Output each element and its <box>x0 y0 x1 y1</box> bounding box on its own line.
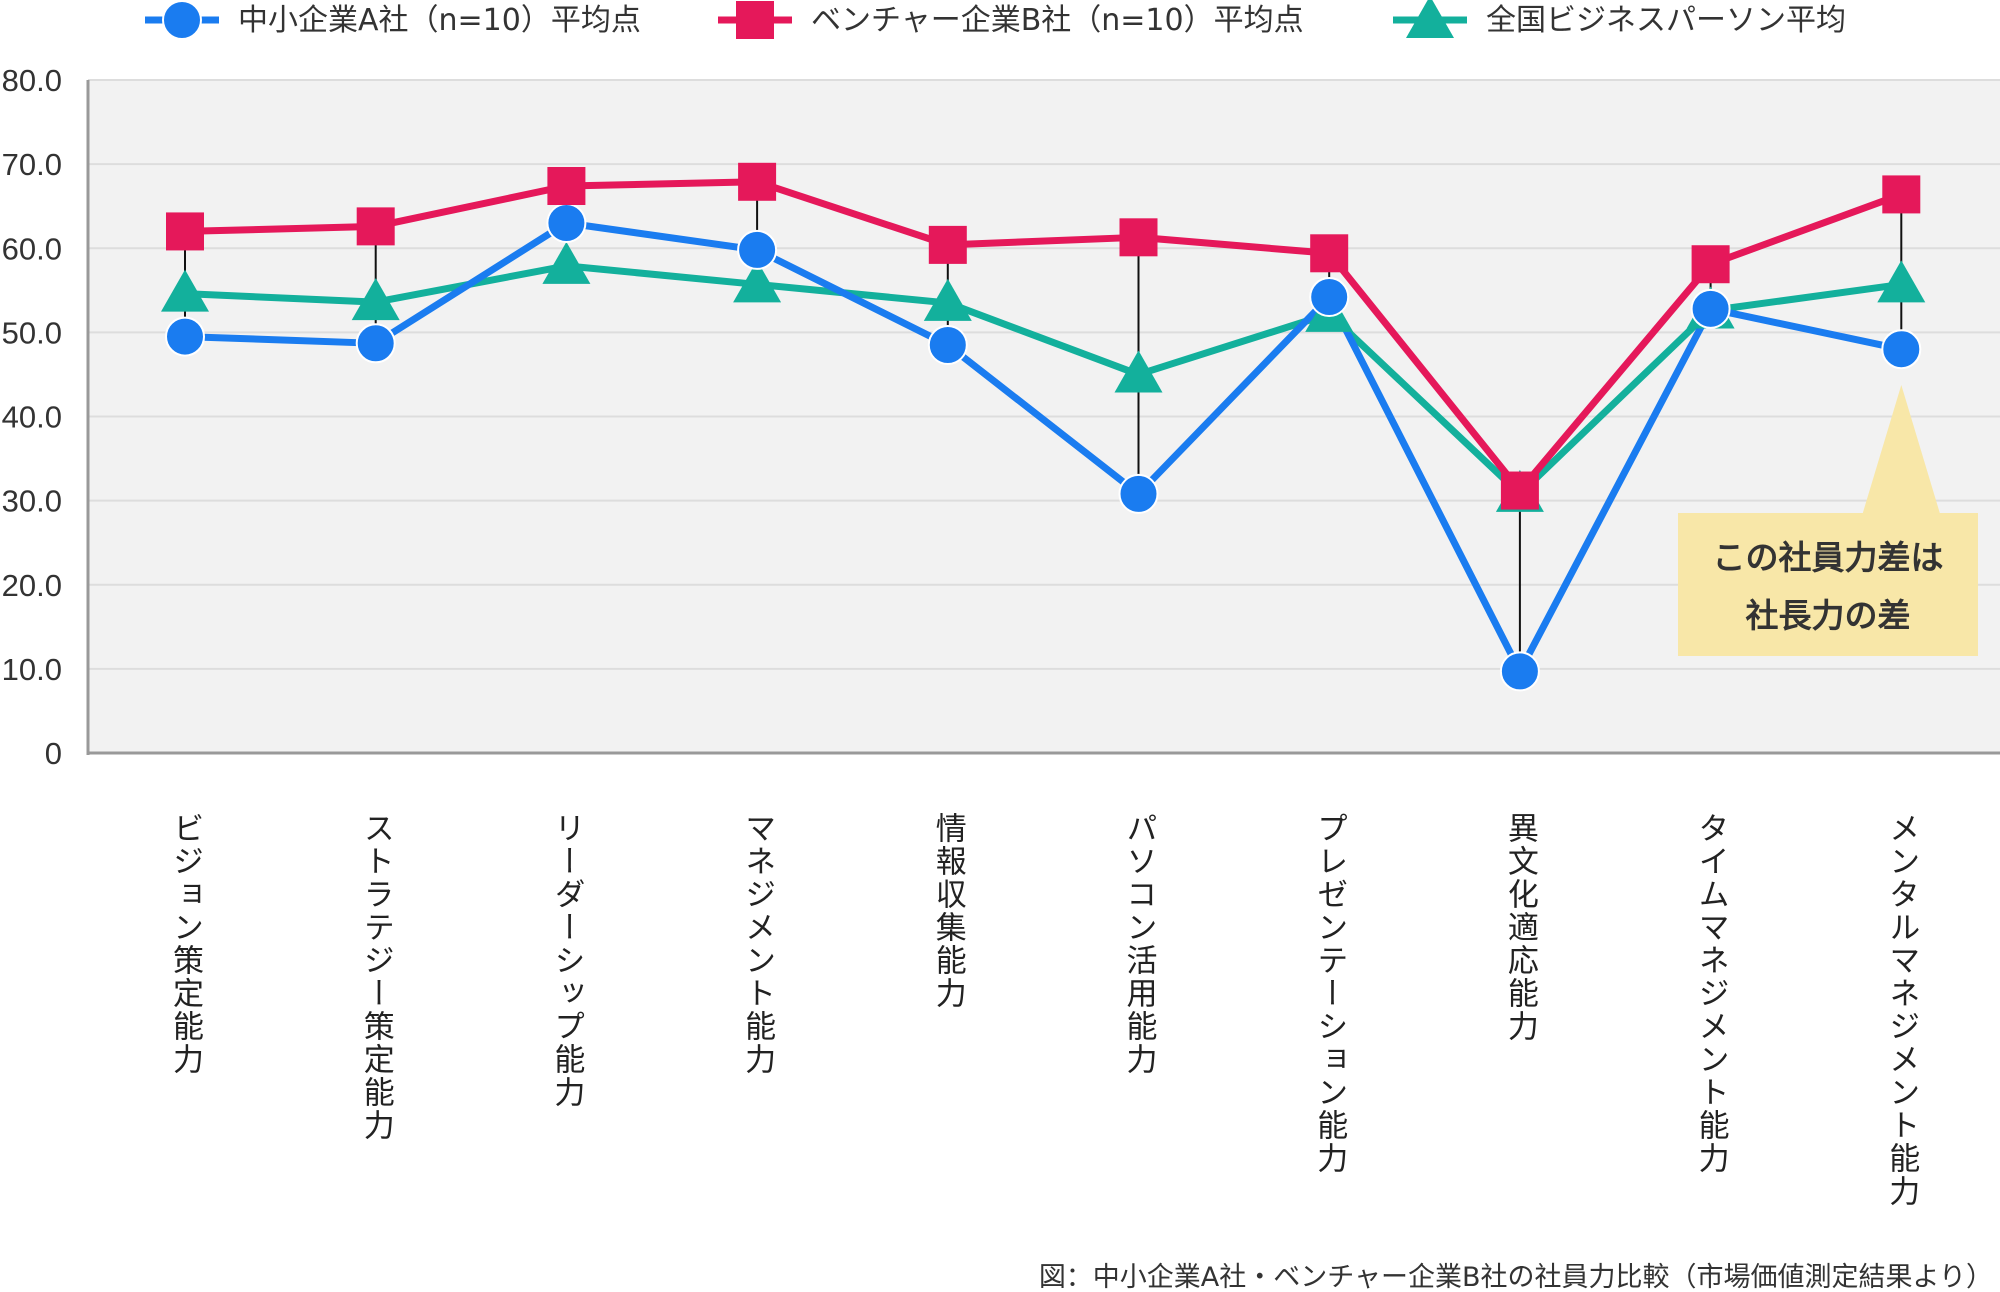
data-point-square <box>1500 471 1539 510</box>
legend-label: 全国ビジネスパーソン平均 <box>1486 3 1846 38</box>
callout-text: この社員力差は <box>1713 538 1944 577</box>
data-point-triangle <box>351 278 400 321</box>
y-tick-label: 50.0 <box>2 315 62 350</box>
data-point-square <box>356 207 395 246</box>
data-point-circle <box>1499 651 1540 692</box>
y-tick-label: 0 <box>45 736 62 771</box>
data-point-square <box>928 225 967 264</box>
y-tick-label: 20.0 <box>2 568 62 603</box>
data-point-square <box>1119 218 1158 257</box>
data-point-circle <box>1881 329 1922 370</box>
legend-marker-triangle <box>1406 0 1454 38</box>
data-point-triangle <box>161 269 209 312</box>
y-axis: 0 10.0 20.0 30.0 40.0 50.0 60.0 70.0 80.0 <box>2 63 90 771</box>
data-point-square <box>547 166 586 205</box>
data-point-circle <box>1690 288 1731 329</box>
data-point-circle <box>546 203 587 244</box>
x-category-label: ビジョン策定能力 <box>167 812 203 1076</box>
callout-pointer <box>1861 385 1942 518</box>
data-point-circle <box>927 324 968 365</box>
series-line-circle <box>184 219 1903 675</box>
data-point-triangle <box>542 241 591 284</box>
x-axis: ビジョン策定能力 ストラテジー策定能力 リーダーシップ能力 マネジメント能力 情報収集能… <box>167 812 1919 1208</box>
data-point-square <box>166 212 204 251</box>
data-point-triangle <box>1877 260 1926 303</box>
data-point-circle <box>165 316 205 357</box>
data-point-square <box>1310 234 1349 273</box>
data-point-circle <box>1118 473 1159 514</box>
chart-caption: 図：中小企業A社・ベンチャー企業B社の社員力比較（市場価値測定結果より） <box>1039 1262 1993 1292</box>
x-category-label: メンタルマネジメント能力 <box>1883 812 1919 1208</box>
x-category-label: マネジメント能力 <box>739 812 775 1076</box>
y-tick-label: 40.0 <box>2 400 62 435</box>
x-category-label: 異文化適応能力 <box>1502 812 1539 1043</box>
y-tick-label: 70.0 <box>2 147 62 182</box>
legend-marker-square <box>736 1 774 39</box>
data-point-circle <box>737 229 778 270</box>
y-tick-label: 80.0 <box>2 63 62 98</box>
data-point-square <box>1691 245 1730 284</box>
data-point-circle <box>355 323 396 364</box>
x-category-label: タイムマネジメント能力 <box>1693 812 1729 1175</box>
y-tick-label: 30.0 <box>2 484 62 519</box>
legend-item: 全国ビジネスパーソン平均 <box>1393 0 1846 38</box>
legend-label: ベンチャー企業B社（n=10）平均点 <box>811 3 1304 38</box>
legend-item: ベンチャー企業B社（n=10）平均点 <box>718 1 1304 39</box>
x-category-label: リーダーシップ能力 <box>548 812 584 1109</box>
legend-marker-circle <box>162 0 202 40</box>
data-point-square <box>1882 175 1921 214</box>
data-point-triangle <box>733 260 782 303</box>
x-category-label: プレゼンテーション能力 <box>1311 812 1347 1175</box>
x-category-label: パソコン活用能力 <box>1121 812 1158 1076</box>
y-tick-label: 60.0 <box>2 231 62 266</box>
chart-legend: 中小企業A社（n=10）平均点 ベンチャー企業B社（n=10）平均点 全国ビジネスパ… <box>145 0 1846 40</box>
callout-box <box>1678 513 1978 656</box>
data-point-triangle <box>923 278 972 321</box>
x-category-label: 情報収集能力 <box>930 812 967 1010</box>
x-category-label: ストラテジー策定能力 <box>358 812 394 1142</box>
y-tick-label: 10.0 <box>2 652 62 687</box>
callout-text: 社長力の差 <box>1746 596 1911 635</box>
data-point-circle <box>1309 277 1350 318</box>
series-line-square <box>184 178 1903 495</box>
legend-item: 中小企業A社（n=10）平均点 <box>145 0 641 40</box>
data-point-square <box>738 162 777 201</box>
data-point-triangle <box>1114 350 1163 393</box>
legend-label: 中小企業A社（n=10）平均点 <box>238 3 641 38</box>
plot-area <box>88 79 2000 755</box>
